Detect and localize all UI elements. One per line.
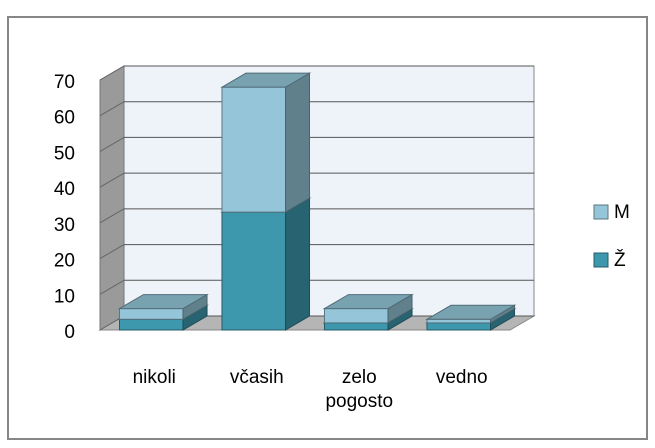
grid-line-side xyxy=(99,208,125,224)
bar-front xyxy=(323,308,389,324)
y-tick-label: 50 xyxy=(54,143,75,164)
grid-line-side xyxy=(99,136,125,152)
legend-label: M xyxy=(614,202,630,223)
x-tick-label: vedno xyxy=(435,367,488,388)
bar-front xyxy=(323,322,389,331)
bar-top xyxy=(117,294,209,310)
y-tick-label: 10 xyxy=(54,286,75,307)
bar-front xyxy=(118,308,184,320)
y-tick-label: 0 xyxy=(64,322,75,343)
bar-top xyxy=(220,72,312,88)
x-tick-label: včasih xyxy=(229,367,284,388)
x-tick-label: zelo pogosto xyxy=(325,367,394,412)
legend-label: Ž xyxy=(614,249,626,271)
bar-front xyxy=(221,86,287,213)
side-wall xyxy=(99,65,125,331)
legend-swatch xyxy=(593,204,609,220)
grid-line-side xyxy=(99,279,125,295)
back-wall xyxy=(123,65,535,317)
bar-front xyxy=(426,318,492,324)
y-tick-label: 60 xyxy=(54,108,75,129)
bar-front xyxy=(426,322,492,331)
legend-swatch xyxy=(593,252,609,268)
y-tick-label: 30 xyxy=(54,215,75,236)
bar-top xyxy=(425,304,517,320)
grid-line-side xyxy=(99,172,125,188)
x-tick-label: nikoli xyxy=(132,367,176,388)
bar-front xyxy=(221,211,287,331)
grid-line-side xyxy=(99,244,125,260)
bar-side xyxy=(285,197,311,331)
y-tick-label: 40 xyxy=(54,179,75,200)
bar-front xyxy=(118,318,184,331)
y-tick-label: 20 xyxy=(54,251,75,272)
y-tick-label: 70 xyxy=(54,72,75,93)
grid-line-side xyxy=(99,65,125,81)
bar-top xyxy=(322,294,414,310)
grid-line-side xyxy=(99,101,125,117)
bar-side xyxy=(285,72,311,214)
